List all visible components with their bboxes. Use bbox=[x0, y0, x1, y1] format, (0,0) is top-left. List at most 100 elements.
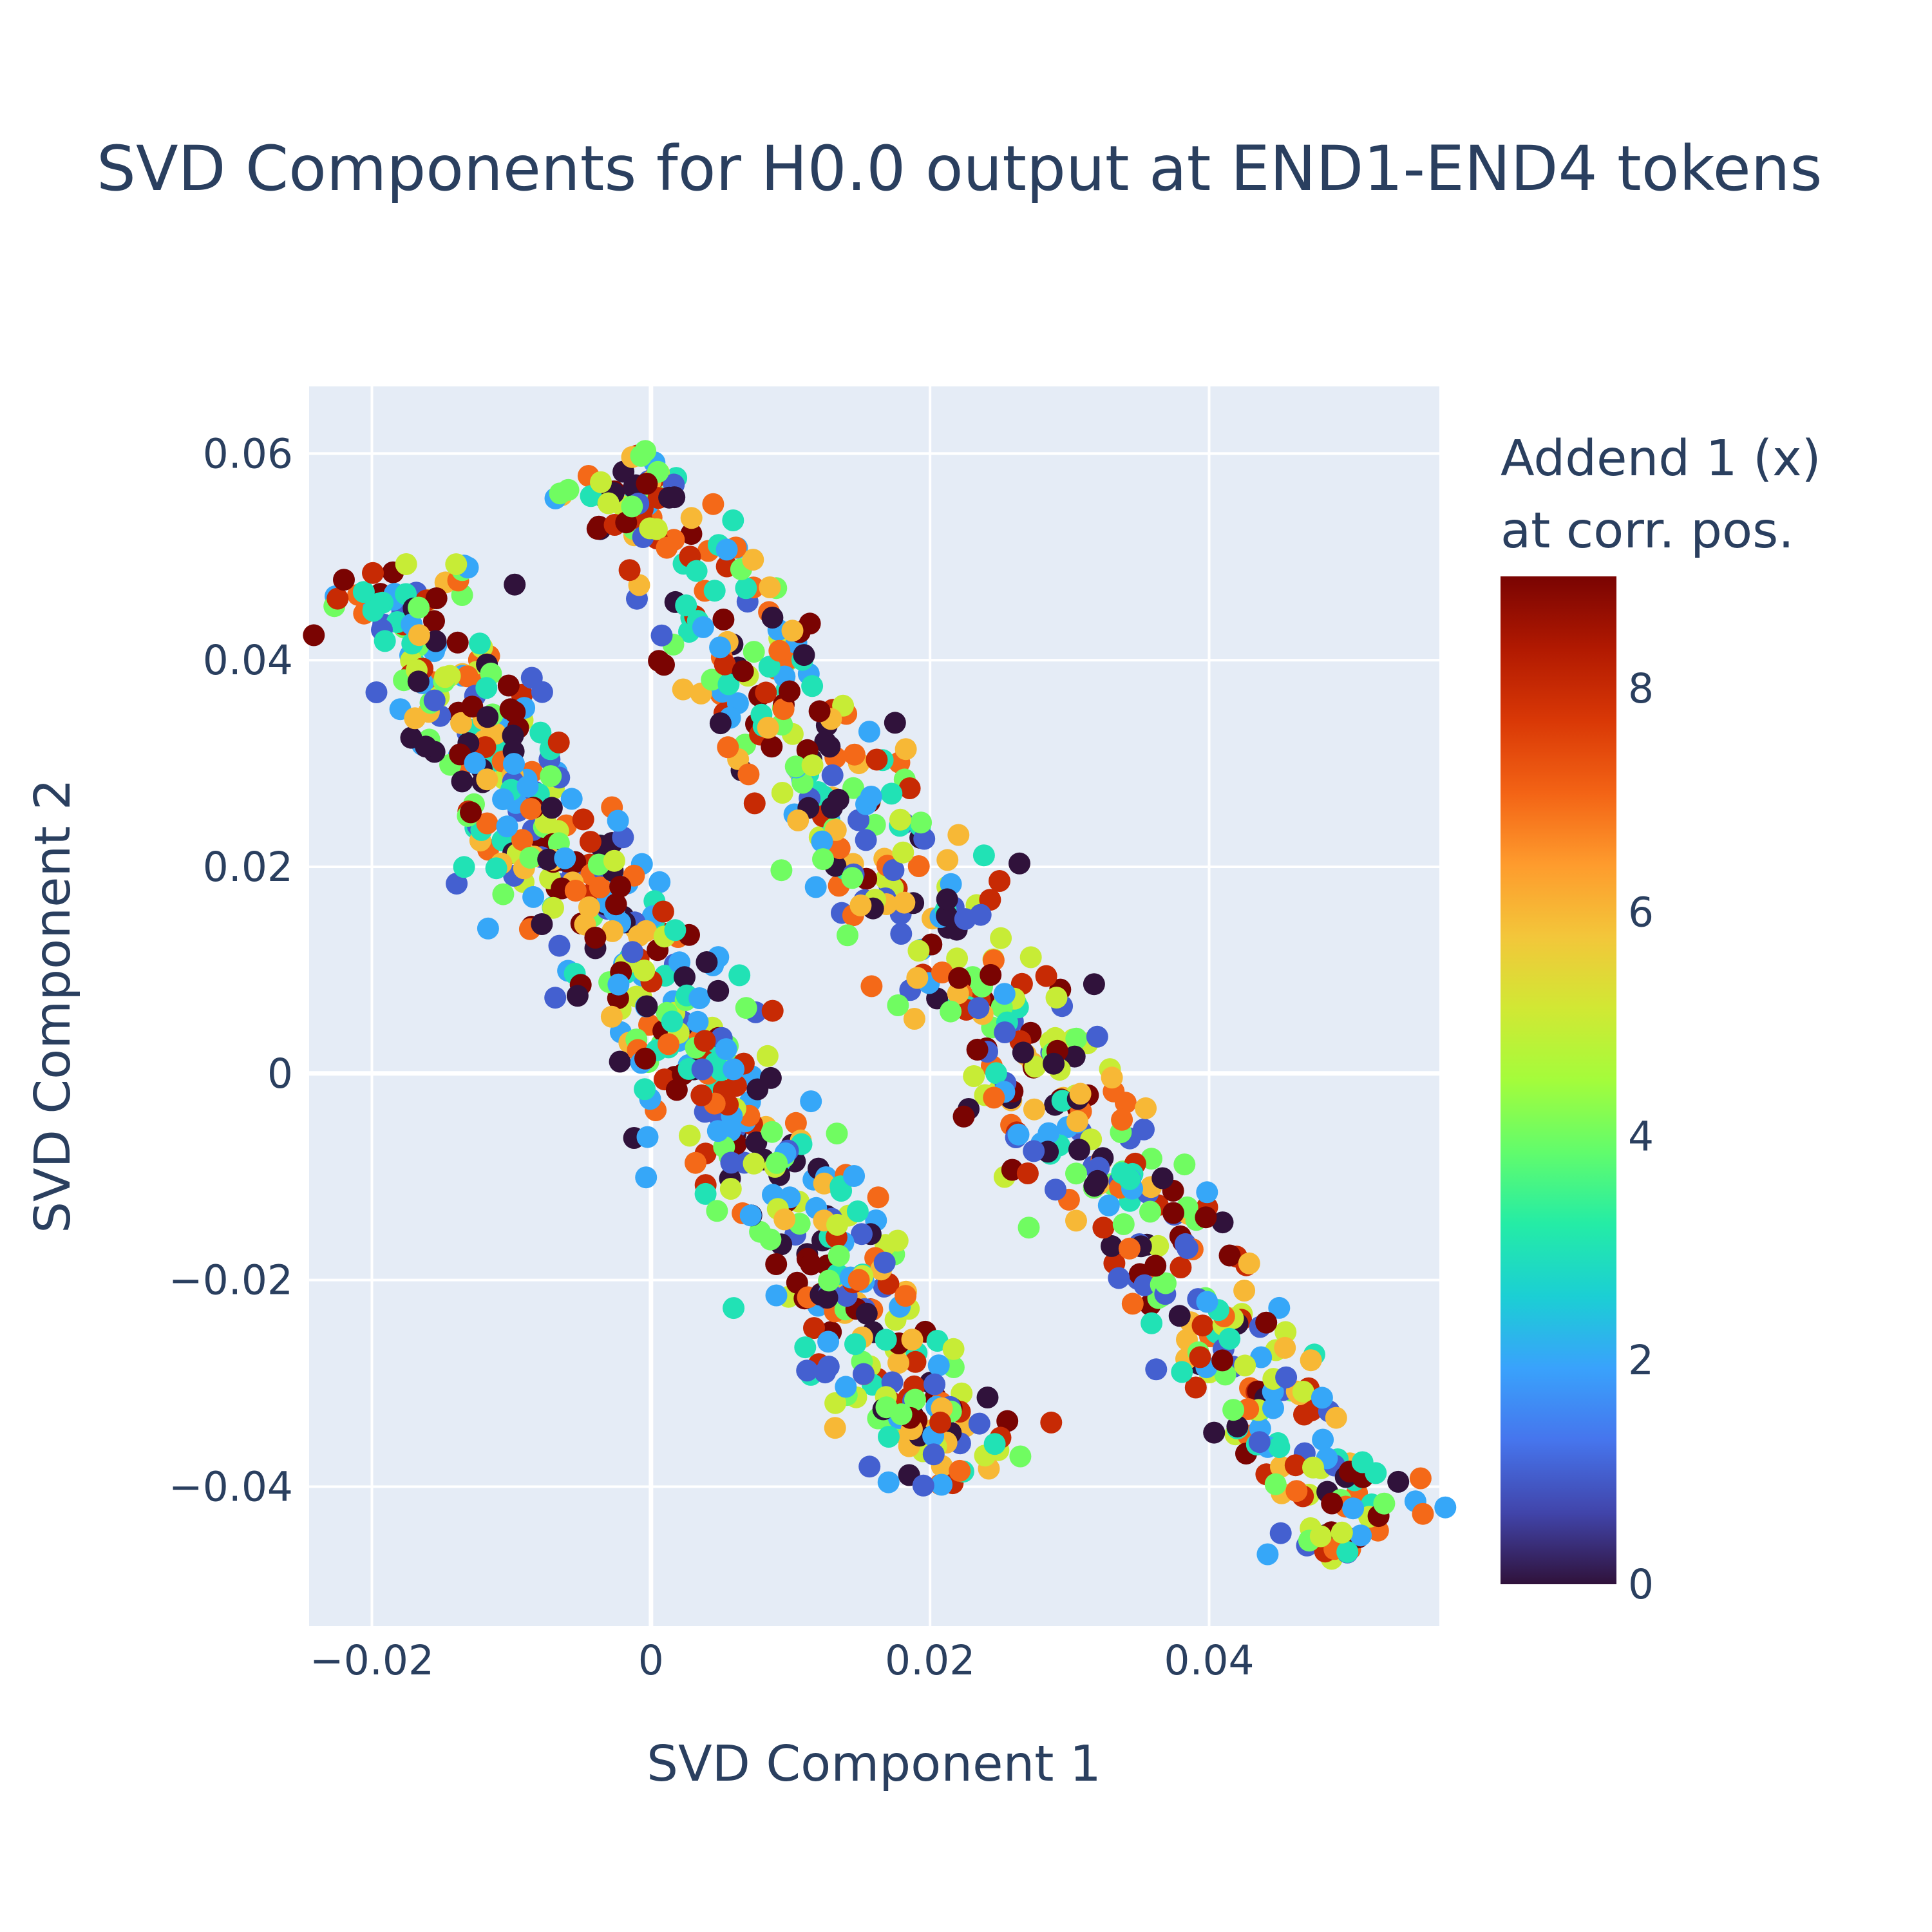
scatter-point bbox=[1112, 1213, 1135, 1235]
x-axis-title: SVD Component 1 bbox=[647, 1736, 1101, 1793]
scatter-point bbox=[579, 831, 601, 853]
scatter-point bbox=[719, 1178, 742, 1200]
scatter-point bbox=[1009, 852, 1030, 875]
scatter-point bbox=[948, 967, 971, 989]
scatter-point bbox=[848, 1269, 870, 1291]
scatter-point bbox=[821, 764, 844, 786]
scatter-point bbox=[609, 875, 632, 898]
scatter-point bbox=[519, 846, 542, 869]
scatter-point bbox=[1434, 1496, 1457, 1519]
scatter-point bbox=[485, 857, 507, 880]
scatter-point bbox=[1043, 1052, 1065, 1075]
scatter-point bbox=[453, 856, 475, 878]
scatter-point bbox=[694, 1030, 716, 1052]
scatter-point bbox=[877, 1471, 900, 1493]
scatter-point bbox=[600, 1005, 623, 1028]
scatter-point bbox=[1331, 1521, 1353, 1544]
scatter-point bbox=[496, 815, 518, 838]
scatter-point bbox=[1284, 1454, 1307, 1477]
scatter-point bbox=[804, 876, 827, 898]
scatter-point bbox=[1196, 1291, 1218, 1313]
scatter-point bbox=[947, 824, 970, 846]
scatter-point bbox=[547, 731, 570, 753]
scatter-point bbox=[474, 736, 497, 759]
scatter-point bbox=[1171, 1361, 1193, 1383]
scatter-point bbox=[906, 967, 929, 989]
scatter-point bbox=[434, 666, 457, 688]
scatter-point bbox=[1121, 1293, 1144, 1315]
scatter-point bbox=[621, 495, 643, 518]
scatter-point bbox=[557, 478, 580, 501]
scatter-point bbox=[1226, 1416, 1249, 1438]
scatter-point bbox=[352, 581, 375, 603]
scatter-point bbox=[492, 883, 515, 905]
scatter-point bbox=[656, 536, 678, 559]
scatter-point bbox=[770, 859, 793, 882]
scatter-point bbox=[759, 1228, 782, 1251]
scatter-point bbox=[853, 1363, 875, 1385]
scatter-point bbox=[603, 849, 625, 872]
scatter-point bbox=[989, 870, 1010, 892]
scatter-point bbox=[735, 997, 757, 1019]
scatter-point bbox=[1373, 1492, 1396, 1515]
scatter-point bbox=[675, 594, 697, 616]
scatter-point bbox=[895, 1285, 917, 1307]
scatter-point bbox=[903, 1008, 925, 1030]
scatter-point bbox=[712, 609, 735, 630]
scatter-point bbox=[1250, 1346, 1273, 1368]
scatter-point bbox=[451, 770, 473, 793]
scatter-point bbox=[812, 848, 834, 871]
scatter-point bbox=[685, 560, 708, 582]
y-tick-label: −0.04 bbox=[169, 1463, 293, 1510]
scatter-point bbox=[1285, 1480, 1308, 1502]
scatter-point bbox=[544, 987, 567, 1009]
scatter-point bbox=[460, 801, 482, 824]
scatter-point bbox=[464, 752, 486, 774]
colorbar-tick-label: 8 bbox=[1628, 665, 1654, 712]
scatter-point bbox=[922, 1443, 945, 1466]
scatter-point bbox=[761, 735, 783, 758]
scatter-point bbox=[1274, 1336, 1296, 1359]
scatter-point bbox=[884, 712, 906, 734]
scatter-point bbox=[476, 768, 498, 791]
scatter-point bbox=[715, 538, 738, 561]
scatter-point bbox=[635, 1166, 658, 1189]
scatter-point bbox=[1173, 1153, 1196, 1176]
scatter-point bbox=[1145, 1358, 1168, 1381]
scatter-point bbox=[784, 755, 807, 778]
scatter-point bbox=[994, 1021, 1016, 1043]
y-tick-label: 0.02 bbox=[203, 844, 293, 891]
scatter-point bbox=[759, 576, 781, 598]
scatter-point bbox=[461, 696, 484, 718]
scatter-point bbox=[404, 707, 426, 730]
scatter-point bbox=[607, 973, 630, 996]
scatter-point bbox=[1268, 1436, 1291, 1459]
scatter-point bbox=[901, 1329, 923, 1351]
scatter-point bbox=[609, 1050, 631, 1073]
scatter-point bbox=[858, 721, 880, 743]
scatter-point bbox=[954, 908, 976, 931]
scatter-point bbox=[746, 1078, 769, 1101]
scatter-point bbox=[1275, 1366, 1298, 1388]
scatter-point bbox=[502, 724, 524, 747]
scatter-point bbox=[768, 639, 791, 662]
scatter-point bbox=[1256, 1543, 1279, 1566]
scatter-point bbox=[1012, 1041, 1034, 1064]
scatter-point bbox=[722, 509, 744, 531]
scatter-point bbox=[1065, 1209, 1087, 1232]
scatter-point bbox=[784, 1112, 807, 1134]
scatter-point bbox=[715, 1038, 737, 1061]
y-tick-labels: −0.04 −0.02 0 0.02 0.04 0.06 bbox=[169, 430, 293, 1510]
scatter-point bbox=[983, 1086, 1005, 1109]
scatter-point bbox=[837, 924, 858, 947]
scatter-point bbox=[499, 698, 522, 721]
scatter-point bbox=[898, 777, 921, 799]
scatter-point bbox=[811, 830, 833, 853]
scatter-point bbox=[701, 668, 723, 691]
scatter-point bbox=[931, 961, 953, 983]
scatter-point bbox=[408, 596, 430, 619]
scatter-point bbox=[497, 674, 520, 697]
scatter-point bbox=[880, 782, 903, 805]
scatter-point bbox=[504, 573, 526, 596]
scatter-point bbox=[702, 493, 724, 515]
